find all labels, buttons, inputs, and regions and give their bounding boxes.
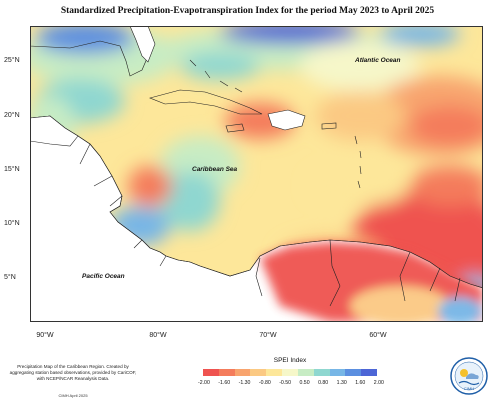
map-frame (30, 26, 483, 322)
legend-tick-label: -0.50 (279, 380, 292, 386)
legend-swatch (282, 369, 298, 376)
lon-label-80: 80°W (149, 332, 167, 339)
legend-tick-label: 1.60 (355, 380, 366, 386)
legend-tick-label: -1.60 (218, 380, 231, 386)
legend-tick-label: 0.50 (299, 380, 310, 386)
legend-swatch (313, 369, 330, 376)
lon-label-60: 60°W (369, 332, 387, 339)
lat-label-15: 15°N (4, 166, 20, 173)
legend-swatch (234, 369, 251, 376)
lat-label-5: 5°N (4, 274, 16, 281)
pacific-ocean-label: Pacific Ocean (82, 273, 125, 280)
legend-colorbar (203, 369, 377, 376)
legend-tick-label: -0.80 (258, 380, 271, 386)
lat-label-10: 10°N (4, 220, 20, 227)
legend-swatch (361, 369, 377, 376)
cimh-logo-icon: CIMH (450, 357, 488, 395)
caribbean-sea-label: Caribbean Sea (192, 166, 238, 173)
logo-text: CIMH (464, 386, 474, 391)
legend-swatch (203, 369, 219, 376)
spei-map (20, 20, 495, 326)
legend-tick-label: -2.00 (198, 380, 210, 386)
atlantic-ocean-label: Atlantic Ocean (355, 57, 401, 64)
lat-label-25: 25°N (4, 57, 20, 64)
legend-swatch (329, 369, 346, 376)
legend-title: SPEI Index (273, 357, 307, 364)
map-canvas (20, 20, 495, 326)
lon-label-70: 70°W (259, 332, 277, 339)
legend-tick-label: 0.80 (318, 380, 329, 386)
legend-tick-label: -1.30 (238, 380, 251, 386)
legend-swatch (297, 369, 314, 376)
map-source-note: Precipitation Map of the Caribbean Regio… (9, 364, 137, 381)
legend-swatch (345, 369, 362, 376)
legend-tick-label: 2.00 (373, 380, 384, 386)
legend-tick-label: 1.30 (336, 380, 347, 386)
map-credit: CIMH April 2025 (58, 393, 88, 398)
legend-ticks: -2.00 -1.60 -1.30 -0.80 -0.50 0.50 0.80 1.30 1.6… (198, 380, 384, 386)
lon-label-90: 90°W (36, 332, 54, 339)
legend-swatch (266, 369, 283, 376)
lat-label-20: 20°N (4, 112, 20, 119)
map-title: Standardized Precipitation-Evapotranspir… (60, 6, 435, 16)
legend-swatch (250, 369, 267, 376)
legend-swatch (218, 369, 235, 376)
